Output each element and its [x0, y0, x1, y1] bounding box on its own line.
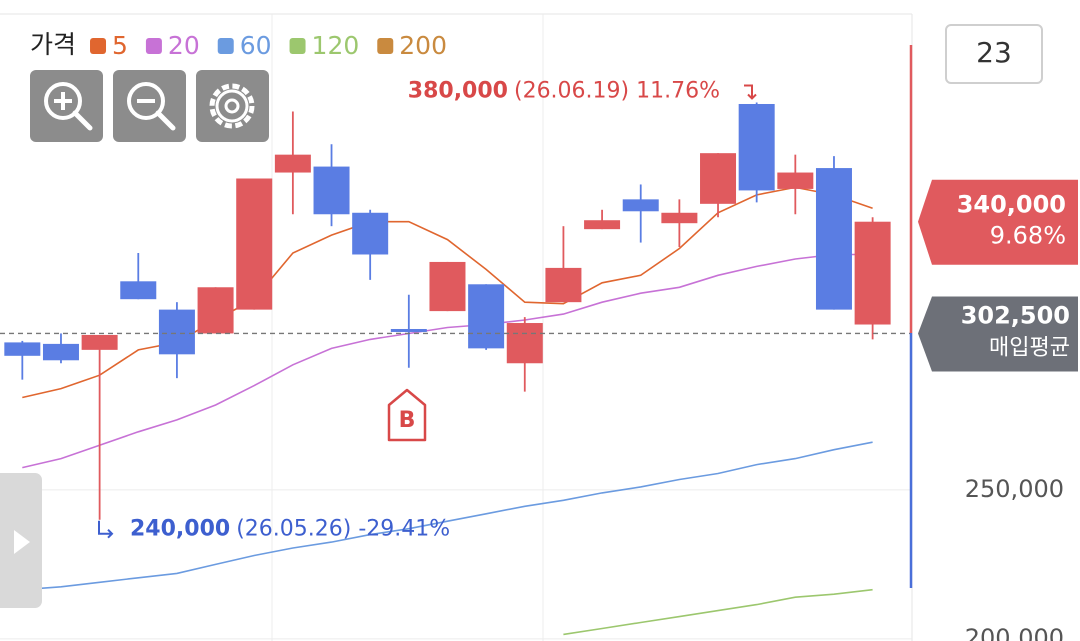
overlay: (26.06.19) 11.76%380,000 240,000 (26.05.26… [0, 79, 912, 542]
grid [0, 489, 912, 640]
settings-button[interactable] [196, 70, 269, 142]
candle-body [622, 199, 659, 212]
candle-body [81, 334, 118, 350]
legend-label: 20 [168, 31, 200, 60]
side-tab[interactable] [0, 473, 42, 608]
legend-label: 120 [312, 31, 360, 60]
candle-body [313, 166, 350, 215]
candle-body [506, 323, 543, 364]
candle-body [545, 267, 582, 303]
ma-line [22, 441, 873, 591]
low-arrow [98, 520, 114, 539]
average-price-label: 302,500 [961, 301, 1070, 329]
candle-body [815, 168, 852, 310]
candle-body [274, 154, 311, 173]
candle-body [777, 172, 814, 189]
candle-body [854, 221, 891, 325]
legend-label: 60 [240, 31, 272, 60]
current-price-label: 340,000 [957, 191, 1066, 219]
candle-body [468, 284, 505, 349]
legend: 가격 5 20 60 120 200 [30, 30, 447, 60]
legend-swatch [377, 38, 394, 54]
candle-body [661, 212, 698, 224]
candle-body [158, 309, 195, 355]
legend-swatch [90, 38, 107, 54]
buy-marker-label: B [399, 408, 416, 433]
moving-averages [22, 186, 873, 636]
period-label: 23 [976, 36, 1012, 69]
zoom-out-button[interactable] [113, 70, 186, 142]
average-price-box [918, 296, 1078, 372]
high-annotation-detail: (26.06.19) 11.76% [514, 79, 720, 104]
legend-title: 가격 [30, 30, 76, 59]
legend-label: 200 [399, 31, 447, 60]
legend-swatch [289, 38, 306, 54]
current-price-box [918, 179, 1078, 265]
ma-line [22, 253, 873, 469]
candle-body [738, 103, 775, 191]
high-arrow [744, 84, 757, 100]
low-annotation-detail: (26.05.26) -29.41% [236, 517, 450, 542]
candle-body [584, 220, 621, 230]
candle-body [4, 342, 41, 356]
legend-swatch [217, 38, 234, 54]
legend-label: 5 [112, 31, 128, 60]
high-annotation-price: 380,000 [408, 79, 508, 104]
candle-body [390, 328, 427, 332]
y-tick-label: 200,000 [965, 624, 1064, 641]
candle-body [197, 287, 234, 334]
zoom-in-button[interactable] [30, 70, 103, 142]
low-annotation-price: 240,000 [130, 517, 230, 542]
candles [4, 102, 891, 520]
candle-body [700, 153, 737, 204]
legend-swatch [145, 38, 162, 54]
candle-body [42, 343, 79, 361]
period-button[interactable]: 23 [945, 24, 1043, 84]
candle-body [120, 281, 157, 300]
current-price-change: 9.68% [990, 222, 1066, 250]
buy-marker: B [387, 388, 427, 442]
candle-body [236, 178, 273, 310]
candle-body [352, 212, 389, 255]
ma-line [563, 588, 873, 636]
average-price-text: 매입평균 [989, 335, 1070, 360]
y-tick-label: 250,000 [965, 475, 1064, 503]
candle-body [429, 261, 466, 312]
